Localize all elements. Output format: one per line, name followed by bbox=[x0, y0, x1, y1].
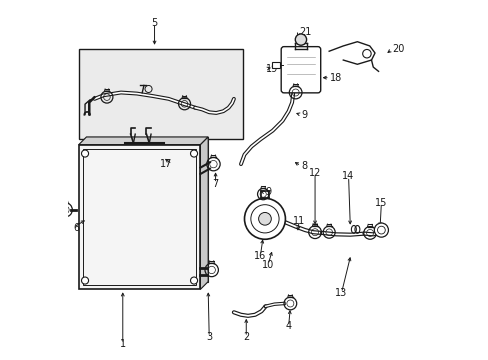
Circle shape bbox=[190, 277, 197, 284]
Circle shape bbox=[374, 223, 387, 237]
Polygon shape bbox=[79, 137, 208, 145]
Text: 6: 6 bbox=[73, 222, 79, 233]
Text: 4: 4 bbox=[285, 321, 291, 332]
Circle shape bbox=[81, 277, 88, 284]
Circle shape bbox=[81, 150, 88, 157]
Text: 18: 18 bbox=[329, 73, 342, 83]
Text: 17: 17 bbox=[160, 159, 172, 169]
FancyBboxPatch shape bbox=[281, 47, 320, 93]
Text: 19: 19 bbox=[265, 64, 277, 74]
Polygon shape bbox=[200, 137, 208, 289]
Text: 14: 14 bbox=[342, 171, 354, 181]
Text: 2: 2 bbox=[243, 332, 249, 342]
Circle shape bbox=[295, 34, 306, 45]
Text: 12: 12 bbox=[308, 168, 321, 178]
Text: 21: 21 bbox=[299, 27, 311, 37]
Text: 3: 3 bbox=[206, 332, 212, 342]
Text: 9: 9 bbox=[300, 110, 306, 120]
Polygon shape bbox=[79, 145, 200, 289]
Bar bbox=[79, 49, 242, 139]
Text: 9: 9 bbox=[264, 187, 270, 197]
Text: 5: 5 bbox=[151, 18, 157, 28]
Polygon shape bbox=[86, 137, 208, 282]
Text: 20: 20 bbox=[391, 45, 404, 54]
Text: 16: 16 bbox=[254, 251, 266, 261]
Bar bbox=[271, 62, 279, 68]
Text: 10: 10 bbox=[262, 260, 274, 270]
Circle shape bbox=[258, 212, 271, 225]
Circle shape bbox=[244, 198, 285, 239]
Text: 8: 8 bbox=[300, 161, 306, 171]
Text: 7: 7 bbox=[212, 179, 218, 189]
Circle shape bbox=[190, 150, 197, 157]
Text: 13: 13 bbox=[335, 288, 347, 298]
Text: 11: 11 bbox=[292, 216, 305, 226]
Circle shape bbox=[362, 49, 370, 58]
Text: 1: 1 bbox=[120, 339, 125, 349]
Text: 15: 15 bbox=[374, 198, 387, 208]
